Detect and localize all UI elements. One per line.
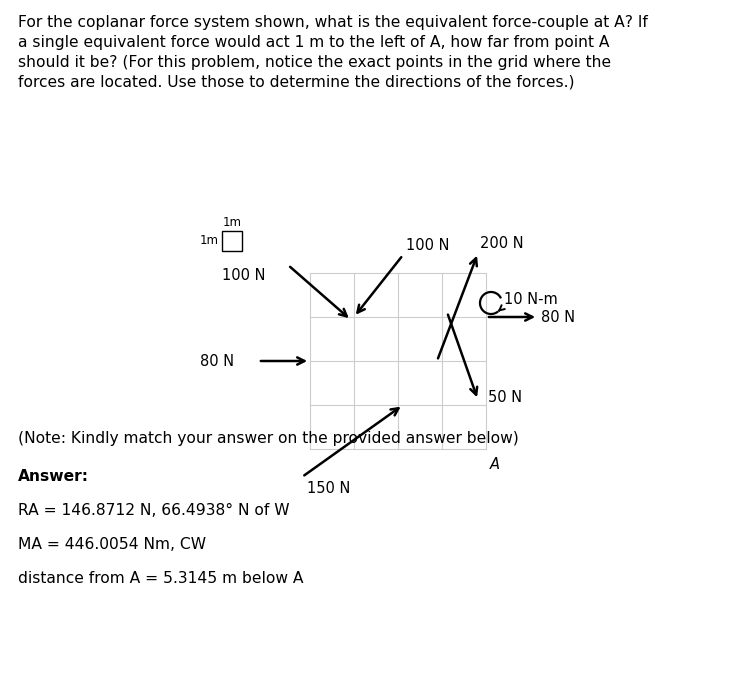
Text: MA = 446.0054 Nm, CW: MA = 446.0054 Nm, CW: [18, 537, 206, 552]
Text: For the coplanar force system shown, what is the equivalent force-couple at A? I: For the coplanar force system shown, wha…: [18, 15, 648, 89]
Text: 80 N: 80 N: [541, 310, 575, 324]
Text: 200 N: 200 N: [480, 236, 523, 251]
Text: 100 N: 100 N: [222, 267, 266, 283]
Text: 50 N: 50 N: [488, 389, 522, 405]
Text: A: A: [490, 457, 500, 472]
Text: 1m: 1m: [200, 234, 219, 247]
Text: 1m: 1m: [222, 216, 242, 229]
Text: (Note: Kindly match your answer on the provided answer below): (Note: Kindly match your answer on the p…: [18, 431, 519, 446]
Text: 100 N: 100 N: [406, 238, 450, 253]
Text: RA = 146.8712 N, 66.4938° N of W: RA = 146.8712 N, 66.4938° N of W: [18, 503, 290, 518]
Text: 10 N-m: 10 N-m: [504, 292, 558, 306]
Text: distance from A = 5.3145 m below A: distance from A = 5.3145 m below A: [18, 571, 303, 586]
Bar: [222, 231, 242, 251]
Text: 150 N: 150 N: [307, 481, 350, 496]
Text: 80 N: 80 N: [200, 355, 234, 369]
Text: Answer:: Answer:: [18, 469, 89, 484]
